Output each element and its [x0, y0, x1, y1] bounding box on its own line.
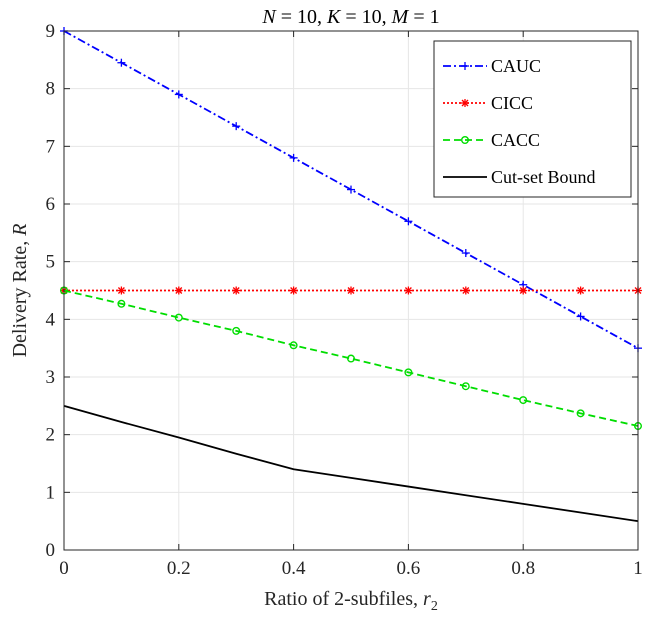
x-tick-label: 0.6: [397, 558, 421, 579]
chart-title-part: = 10,: [276, 6, 327, 28]
data-point-cauc: [289, 153, 298, 162]
y-tick-label: 1: [46, 482, 56, 503]
data-point-cacc: [576, 409, 585, 418]
chart-title: N = 10, K = 10, M = 1: [261, 6, 439, 28]
data-point-cicc: [289, 286, 298, 295]
y-axis-title-text: Delivery Rate,: [9, 236, 31, 358]
x-tick-label: 0.2: [167, 558, 191, 579]
legend-marker-cauc: [461, 62, 469, 70]
data-point-cauc: [347, 185, 355, 194]
data-point-cauc: [404, 217, 413, 226]
legend-marker-cacc: [461, 135, 470, 144]
data-point-cacc: [232, 326, 241, 335]
y-axis-title-variable: R: [9, 224, 31, 237]
x-tick-label: 0: [59, 558, 69, 579]
chart-title-part: K: [326, 6, 342, 28]
series-layer: [60, 27, 643, 523]
legend-box: [433, 40, 632, 198]
x-axis-title-text: Ratio of 2-subfiles,: [264, 588, 423, 610]
legend-label-cauc: CAUC: [491, 56, 541, 76]
data-point-cacc: [289, 341, 298, 350]
data-point-cacc: [404, 368, 413, 377]
chart-title-part: N: [261, 6, 277, 28]
data-point-cacc: [461, 382, 470, 391]
data-point-cacc: [174, 313, 183, 322]
data-point-cicc: [404, 286, 413, 295]
legend: CAUC CICC CACC Cut-set Bound: [433, 40, 632, 198]
legend-label-cut-set-bound: Cut-set Bound: [491, 167, 596, 187]
chart-title-part: = 10,: [340, 6, 391, 28]
x-tick-label: 0.8: [511, 558, 535, 579]
data-point-cacc: [117, 299, 126, 308]
x-tick-label: 0.4: [282, 558, 306, 579]
y-tick-label: 5: [46, 252, 56, 273]
data-point-cacc: [519, 396, 528, 405]
y-tick-label: 6: [46, 194, 56, 215]
y-tick-label: 3: [46, 367, 56, 388]
y-tick-label: 8: [46, 79, 56, 100]
grid: [63, 30, 639, 551]
data-point-cauc: [174, 90, 183, 99]
data-point-cicc: [117, 286, 126, 295]
data-point-cauc: [232, 122, 241, 131]
data-point-cicc: [232, 286, 241, 295]
data-point-cauc: [461, 249, 470, 258]
data-point-cicc: [461, 286, 470, 295]
y-axis-title: Delivery Rate, R: [9, 224, 31, 358]
legend-label-cicc: CICC: [491, 93, 533, 113]
data-point-cicc: [347, 286, 355, 295]
x-axis-title: Ratio of 2-subfiles, r2: [264, 588, 438, 614]
y-tick-label: 9: [46, 21, 56, 42]
legend-marker-cicc: [461, 99, 469, 107]
legend-label-cacc: CACC: [491, 130, 540, 150]
series-cut-set-bound: [63, 404, 639, 523]
data-point-cacc: [347, 354, 356, 363]
x-tick-label: 1: [633, 558, 643, 579]
plot-frame: [63, 30, 639, 551]
y-tick-label: 2: [46, 425, 56, 446]
chart-title-part: = 1: [408, 6, 439, 28]
y-tick-label: 7: [46, 136, 56, 157]
data-point-cicc: [576, 286, 585, 295]
series-line-cut-set-bound: [63, 404, 639, 523]
series-cacc: [60, 286, 643, 431]
chart-title-part: M: [391, 6, 410, 28]
ticks: 0 0.2 0.4 0.6 0.8 1 0 1 2 3 4 5 6 7 8 9: [46, 21, 643, 579]
data-point-cicc: [174, 286, 183, 295]
x-axis-title-subscript: 2: [431, 599, 438, 614]
data-point-cauc: [117, 58, 126, 67]
x-axis-title-variable: r: [423, 588, 431, 610]
data-point-cauc: [576, 312, 585, 321]
y-tick-label: 4: [46, 309, 56, 330]
y-tick-label: 0: [46, 540, 56, 561]
data-point-cicc: [519, 286, 528, 295]
